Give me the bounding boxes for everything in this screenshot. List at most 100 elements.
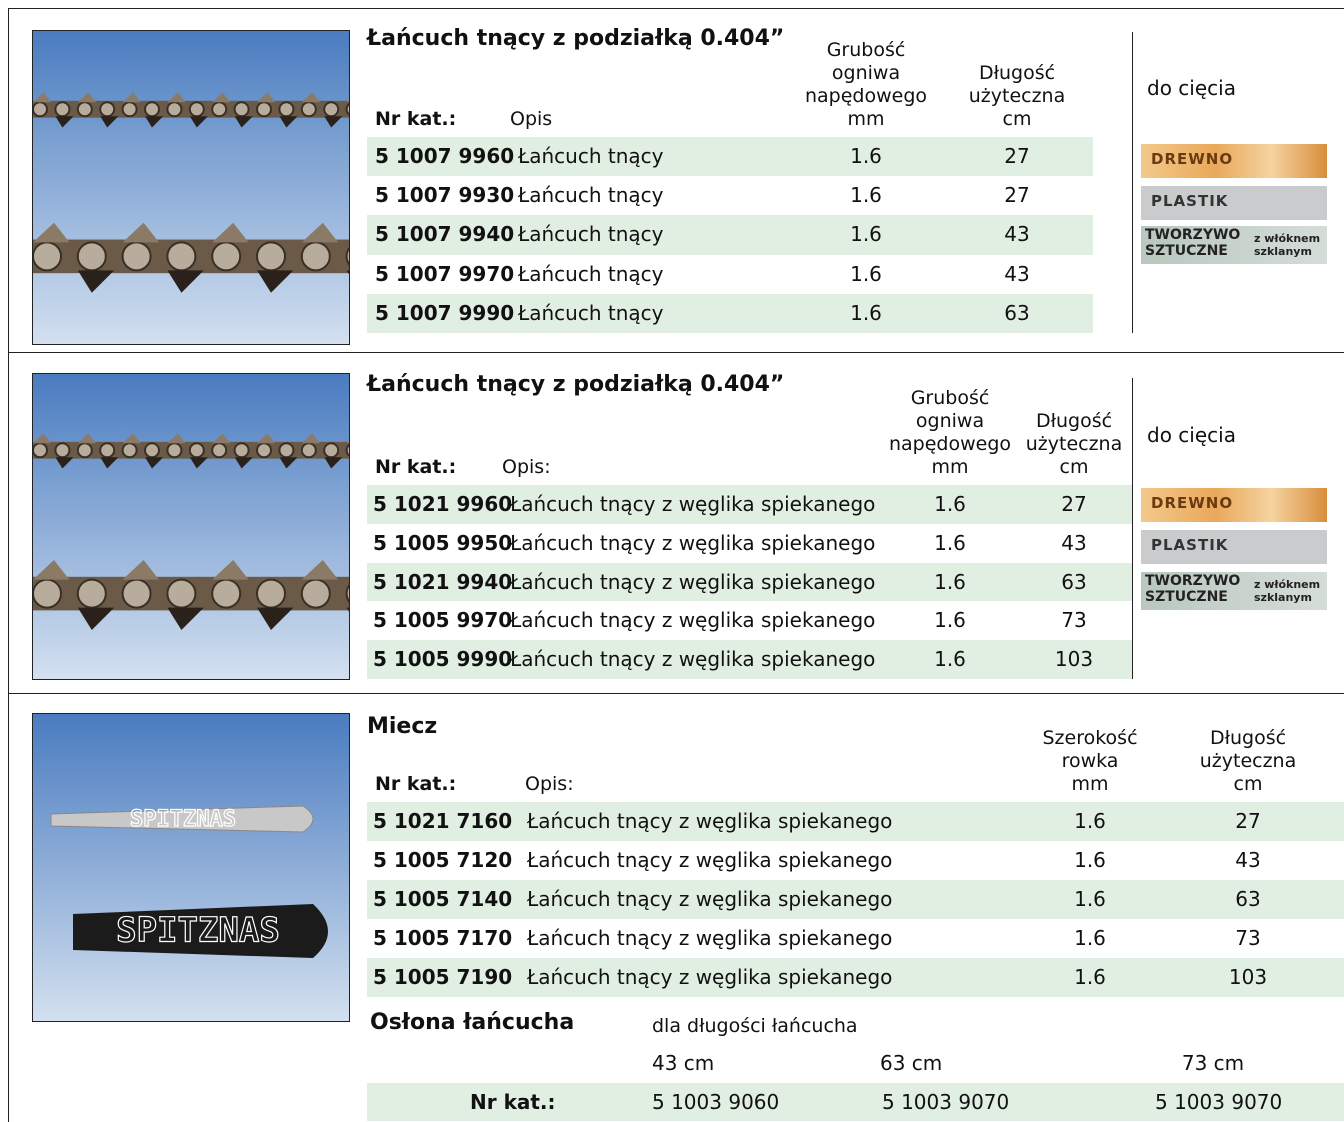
divider: [8, 352, 1344, 353]
col2-value: 27: [1004, 183, 1030, 208]
cutter: [301, 560, 339, 580]
table-row: [367, 958, 1344, 997]
description: Łańcuch tnący z węglika spiekanego: [510, 492, 876, 516]
rivet: [233, 101, 250, 118]
material-composite: TWORZYWO: [1145, 227, 1241, 243]
rivet: [188, 442, 205, 459]
drive-link: [324, 116, 343, 128]
col2-value: 43: [1004, 222, 1030, 247]
swatch-wood: [1141, 144, 1327, 178]
cover-label: Nr kat.:: [470, 1090, 556, 1114]
catalog-number: 5 1005 7120: [373, 848, 513, 872]
rivet: [54, 442, 71, 459]
bar-logo: SPITZNAS: [116, 911, 280, 951]
cutter: [33, 433, 52, 444]
table-row: [367, 215, 1093, 255]
rivet: [33, 442, 48, 459]
cutter: [257, 92, 276, 103]
cover-length: 43 cm: [652, 1051, 715, 1075]
header-col1: napędowego: [804, 85, 928, 107]
material-fiber: z włóknem: [1254, 578, 1321, 591]
rivet: [256, 241, 286, 272]
cover-number: 5 1003 9060: [652, 1090, 780, 1114]
rivet: [323, 101, 340, 118]
col1-value: 1.6: [934, 530, 966, 555]
separator: [1132, 32, 1133, 333]
rivet: [76, 442, 93, 459]
rivet: [345, 584, 349, 604]
drive-link: [145, 457, 164, 469]
drive-link: [234, 116, 253, 128]
cover-row: [367, 1083, 1344, 1121]
drive-link: [257, 607, 294, 630]
product-image: [32, 30, 350, 345]
cutter: [33, 92, 52, 103]
drive-link: [145, 116, 164, 128]
col2-value: 103: [1054, 647, 1094, 672]
col1-value: 1.6: [850, 183, 882, 208]
rivet: [211, 101, 228, 118]
drive-link: [257, 270, 294, 293]
background: [33, 31, 349, 344]
material-fiber: szklanym: [1254, 591, 1312, 604]
cover-subtitle: dla długości łańcucha: [652, 1015, 858, 1037]
col2-value: 73: [1235, 926, 1261, 950]
col1-value: 1.6: [1074, 887, 1106, 911]
drive-link: [167, 607, 204, 630]
rivet: [256, 442, 272, 459]
header-description: Opis:: [502, 456, 551, 478]
rivet: [256, 578, 286, 609]
material-fiber: szklanym: [1254, 245, 1312, 258]
cutter: [301, 92, 320, 103]
product-image: SPITZNAS SPITZNAS: [32, 713, 350, 1022]
col1-value: 1.6: [850, 144, 882, 168]
header-col2: Długość: [1209, 727, 1287, 749]
cover-length: 73 cm: [1181, 1051, 1245, 1075]
drive-link: [346, 607, 349, 612]
header-col1: ogniwa: [915, 410, 985, 432]
catalog-number: 5 1021 9960: [373, 492, 513, 516]
col2-value: 27: [1061, 492, 1087, 516]
swatch-plastic: [1141, 530, 1327, 564]
drive-link: [279, 116, 298, 128]
cutter: [212, 560, 249, 580]
description: Łańcuch tnący: [518, 222, 664, 247]
rivet: [278, 442, 295, 459]
table-row: [367, 293, 1093, 333]
description: Łańcuch tnący z węglika spiekanego: [527, 926, 893, 950]
rivet: [121, 101, 138, 118]
cutter: [33, 222, 70, 243]
col2-value: 73: [1061, 608, 1087, 633]
rivet: [278, 101, 295, 118]
description: Łańcuch tnący: [518, 261, 664, 286]
catalog-number: 5 1005 7170: [373, 926, 513, 950]
col2-value: 43: [1235, 848, 1261, 872]
catalog-number: 5 1005 9970: [373, 608, 513, 633]
rivet: [33, 578, 62, 609]
col1-value: 1.6: [1074, 809, 1106, 833]
rivet: [166, 442, 183, 459]
rivet: [33, 241, 62, 272]
header-description: Opis:: [525, 773, 574, 795]
bar-black: [73, 904, 328, 958]
header-col2: użyteczna: [1199, 750, 1297, 772]
header-col2: Długość: [1035, 410, 1113, 432]
drive-link: [77, 270, 115, 293]
drive-link: [55, 457, 74, 469]
description: Łańcuch tnący z węglika spiekanego: [510, 647, 876, 672]
rivet: [166, 241, 197, 272]
cutter: [212, 92, 231, 103]
col1-value: 1.6: [850, 261, 882, 286]
swatch-composite: [1141, 572, 1327, 610]
table-row: [367, 841, 1344, 880]
cover-length: 63 cm: [880, 1051, 943, 1075]
cover-number: 5 1003 9070: [1155, 1090, 1283, 1114]
table-row: [367, 523, 1132, 563]
rivet: [121, 442, 138, 459]
header-col1: mm: [931, 456, 969, 478]
col2-value: 43: [1004, 261, 1030, 286]
table-row: [367, 880, 1344, 919]
cutter: [346, 441, 349, 444]
col2-value: 63: [1004, 300, 1030, 325]
drive-link: [100, 116, 119, 128]
